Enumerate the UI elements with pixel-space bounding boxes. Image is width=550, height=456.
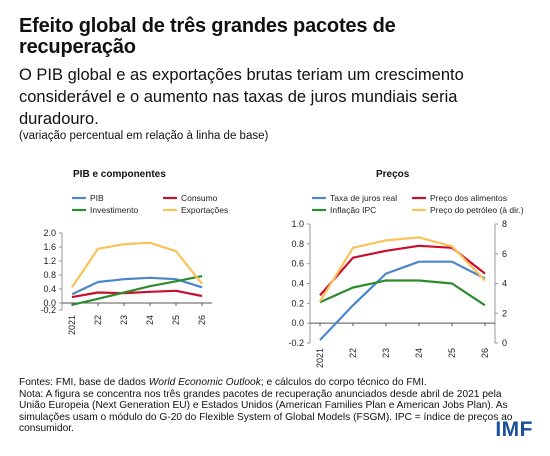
panel-title-right: Preços: [376, 169, 410, 180]
legend-label: Preço dos alimentos: [430, 193, 507, 203]
y2-tick-label: 2: [502, 308, 507, 318]
panel-title-left: PIB e componentes: [73, 169, 166, 180]
series-line-exporta-es: [71, 241, 203, 288]
series-line-infla-o-ipc: [319, 279, 486, 307]
y-tick-label: 0.4: [291, 279, 304, 289]
y-tick-label: 0.0: [291, 318, 304, 328]
y2-tick-label: 0: [502, 338, 507, 348]
series-line-taxa-de-juros-real: [319, 260, 486, 341]
y-tick-label: 1.2: [43, 256, 56, 266]
chart-subtitle: O PIB global e as exportações brutas ter…: [19, 66, 464, 128]
y-tick-label: 1.6: [43, 242, 56, 252]
y2-tick-label: 8: [502, 219, 507, 229]
x-tick-label: 25: [171, 315, 181, 325]
sources-italic: World Economic Outlook: [148, 377, 261, 388]
x-tick-label: 22: [348, 348, 358, 358]
legend-label: Inflação IPC: [330, 205, 376, 215]
x-tick-label: 25: [447, 348, 457, 358]
y-tick-label: -0.2: [288, 338, 304, 348]
series-line-consumo: [71, 289, 203, 299]
legend-label: PIB: [90, 193, 104, 203]
series-line-investimento: [71, 275, 203, 306]
x-tick-label: 23: [381, 348, 391, 358]
sources-suffix: ; e cálculos do corpo técnico do FMI.: [260, 377, 427, 388]
y-tick-label: 0.0: [43, 298, 56, 308]
y-tick-label: 0.8: [291, 239, 304, 249]
y-tick-label: 2.0: [43, 228, 56, 238]
x-tick-label: 24: [145, 315, 155, 325]
chart-title: Efeito global de três grandes pacotes de…: [19, 15, 396, 58]
series-line-pre-o-do-petr-leo-dir-: [319, 236, 486, 302]
sources-prefix: Fontes: FMI, base de dados: [19, 377, 149, 388]
x-tick-label: 26: [480, 348, 490, 358]
footer-notes: Fontes: FMI, base de dados World Economi…: [19, 377, 529, 435]
x-tick-label: 26: [197, 315, 207, 325]
y2-tick-label: 4: [502, 279, 507, 289]
sources-line: Fontes: FMI, base de dados World Economi…: [19, 377, 529, 389]
legend-label: Exportações: [181, 205, 228, 215]
y-tick-label: 1.0: [291, 219, 304, 229]
unit-note: (variação percentual em relação à linha …: [19, 130, 269, 142]
imf-logo: IMF: [495, 418, 533, 441]
x-tick-label: 2021: [315, 348, 325, 368]
legend-label: Taxa de juros real: [330, 193, 397, 203]
y-tick-label: -0.2: [40, 305, 56, 315]
y-tick-label: 0.2: [291, 298, 304, 308]
y-tick-label: 0.4: [43, 284, 56, 294]
legend-label: Consumo: [181, 193, 218, 203]
note-text: Nota: A figura se concentra nos três gra…: [19, 388, 513, 435]
legend-label: Preço do petróleo (à dir.): [430, 205, 524, 215]
y-tick-label: 0.6: [291, 259, 304, 269]
y2-tick-label: 6: [502, 249, 507, 259]
legend-label: Investimento: [90, 205, 138, 215]
x-tick-label: 22: [93, 315, 103, 325]
x-tick-label: 2021: [67, 315, 77, 335]
x-tick-label: 23: [119, 315, 129, 325]
x-tick-label: 24: [414, 348, 424, 358]
y-tick-label: 0.8: [43, 270, 56, 280]
